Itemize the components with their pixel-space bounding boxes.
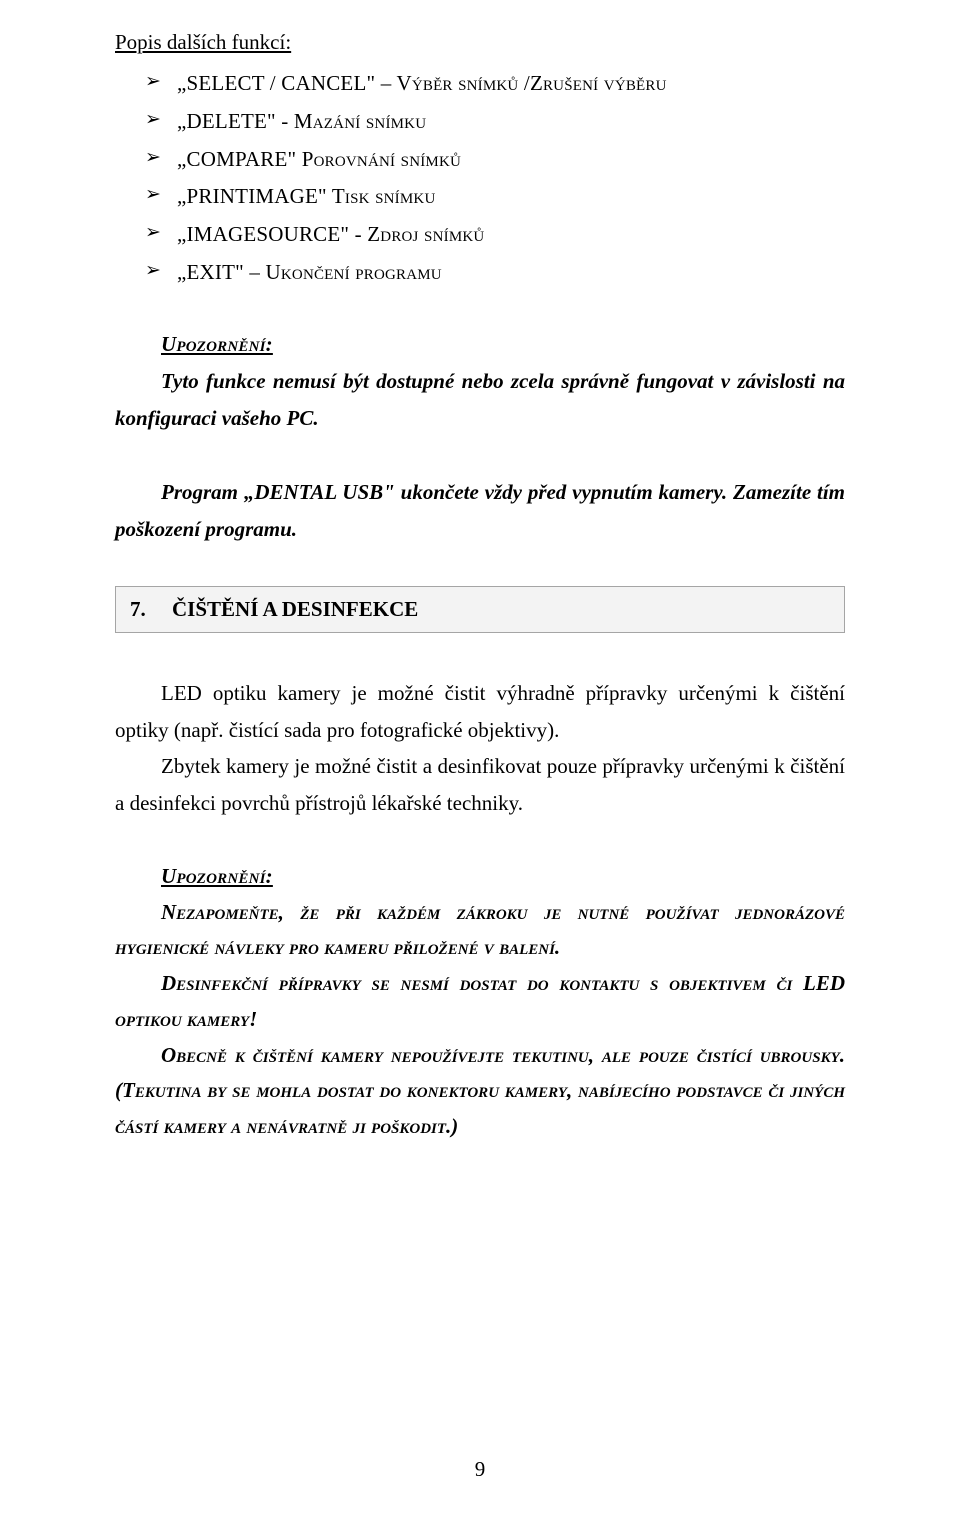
note1-line2: Program „DENTAL USB" ukončete vždy před …	[115, 474, 845, 548]
list-item: „IMAGESOURCE" - Zdroj snímků	[115, 216, 845, 254]
page-number: 9	[0, 1457, 960, 1482]
section-title: ČIŠTĚNÍ A DESINFEKCE	[172, 597, 418, 621]
list-item: „EXIT" – Ukončení programu	[115, 254, 845, 292]
note-block-1b: Program „DENTAL USB" ukončete vždy před …	[115, 474, 845, 548]
note2-p3: Obecně k čištění kamery nepoužívejte tek…	[115, 1038, 845, 1145]
fn-delete: „DELETE" - Mazání snímku	[177, 109, 426, 133]
note1-line1: Tyto funkce nemusí být dostupné nebo zce…	[115, 363, 845, 437]
note2-title: Upozornění:	[115, 864, 845, 889]
list-item: „COMPARE" Porovnání snímků	[115, 141, 845, 179]
document-page: Popis dalších funkcí: „SELECT / CANCEL" …	[0, 0, 960, 1537]
fn-select: „SELECT / CANCEL" – Výběr snímků /Zrušen…	[177, 71, 667, 95]
note-block-1: Upozornění: Tyto funkce nemusí být dostu…	[115, 332, 845, 437]
body-p1: LED optiku kamery je možné čistit výhrad…	[115, 675, 845, 749]
note2-p2: Desinfekční přípravky se nesmí dostat do…	[115, 966, 845, 1037]
fn-compare: „COMPARE" Porovnání snímků	[177, 147, 461, 171]
list-item: „PRINTIMAGE" Tisk snímku	[115, 178, 845, 216]
note2-p1: Nezapomeňte, že při každém zákroku je nu…	[115, 895, 845, 966]
section-number: 7.	[130, 597, 146, 621]
list-item: „DELETE" - Mazání snímku	[115, 103, 845, 141]
fn-source: „IMAGESOURCE" - Zdroj snímků	[177, 222, 484, 246]
list-item: „SELECT / CANCEL" – Výběr snímků /Zrušen…	[115, 65, 845, 103]
body-p2: Zbytek kamery je možné čistit a desinfik…	[115, 748, 845, 822]
functions-heading: Popis dalších funkcí:	[115, 30, 845, 55]
note1-title: Upozornění:	[115, 332, 845, 357]
fn-print: „PRINTIMAGE" Tisk snímku	[177, 184, 435, 208]
fn-exit: „EXIT" – Ukončení programu	[177, 260, 442, 284]
warning-block: Upozornění: Nezapomeňte, že při každém z…	[115, 864, 845, 1145]
functions-list: „SELECT / CANCEL" – Výběr snímků /Zrušen…	[115, 65, 845, 292]
body-block: LED optiku kamery je možné čistit výhrad…	[115, 675, 845, 822]
section-heading-box: 7. ČIŠTĚNÍ A DESINFEKCE	[115, 586, 845, 633]
